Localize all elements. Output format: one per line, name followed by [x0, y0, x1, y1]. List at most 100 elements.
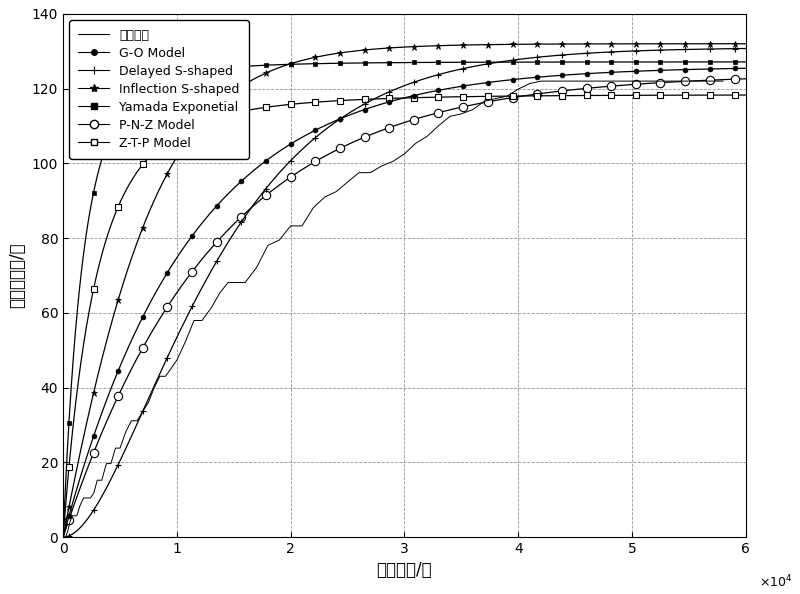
Inflection S-shaped — [162, 170, 172, 177]
G-O Model — [64, 513, 74, 520]
P-N-Z Model — [360, 134, 370, 141]
Yamada Exponetial — [582, 58, 591, 65]
Delayed S-shaped — [680, 46, 690, 53]
实际数据 — [536, 78, 546, 85]
Delayed S-shaped — [705, 46, 714, 53]
Yamada Exponetial — [434, 59, 443, 66]
Delayed S-shaped — [237, 218, 246, 225]
Z-T-P Model — [656, 91, 666, 99]
Z-T-P Model — [261, 104, 270, 111]
P-N-Z Model — [557, 87, 566, 94]
Inflection S-shaped — [458, 42, 468, 49]
Yamada Exponetial — [286, 61, 295, 68]
Z-T-P Model — [557, 92, 566, 99]
Yamada Exponetial — [385, 59, 394, 67]
Yamada Exponetial — [532, 58, 542, 65]
Line: G-O Model: G-O Model — [66, 66, 737, 519]
Y-axis label: 累积失效数/个: 累积失效数/个 — [8, 242, 26, 308]
Z-T-P Model — [458, 93, 468, 100]
P-N-Z Model — [114, 393, 123, 400]
Delayed S-shaped — [64, 532, 74, 539]
P-N-Z Model — [582, 85, 591, 92]
Z-T-P Model — [187, 123, 197, 130]
P-N-Z Model — [385, 124, 394, 131]
Z-T-P Model — [310, 99, 320, 106]
Inflection S-shaped — [114, 296, 123, 304]
G-O Model — [261, 157, 270, 165]
Z-T-P Model — [335, 97, 345, 104]
实际数据 — [468, 106, 478, 113]
P-N-Z Model — [237, 213, 246, 220]
P-N-Z Model — [458, 103, 468, 110]
G-O Model — [212, 202, 222, 209]
G-O Model — [360, 106, 370, 113]
P-N-Z Model — [606, 83, 616, 90]
G-O Model — [138, 314, 147, 321]
Inflection S-shaped — [434, 42, 443, 49]
P-N-Z Model — [730, 75, 739, 83]
Yamada Exponetial — [458, 59, 468, 66]
P-N-Z Model — [705, 77, 714, 84]
Delayed S-shaped — [310, 134, 320, 141]
P-N-Z Model — [187, 268, 197, 275]
Yamada Exponetial — [237, 63, 246, 70]
Line: P-N-Z Model: P-N-Z Model — [65, 75, 738, 524]
实际数据 — [161, 372, 170, 380]
Inflection S-shaped — [705, 40, 714, 48]
Delayed S-shaped — [483, 60, 493, 67]
Yamada Exponetial — [162, 75, 172, 82]
Z-T-P Model — [434, 94, 443, 101]
Inflection S-shaped — [89, 390, 98, 397]
Inflection S-shaped — [360, 46, 370, 53]
Delayed S-shaped — [286, 157, 295, 165]
实际数据 — [718, 78, 728, 85]
G-O Model — [434, 87, 443, 94]
P-N-Z Model — [335, 145, 345, 152]
Delayed S-shaped — [335, 115, 345, 122]
Text: $\times10^4$: $\times10^4$ — [759, 574, 793, 590]
Yamada Exponetial — [187, 69, 197, 76]
Z-T-P Model — [89, 286, 98, 293]
Inflection S-shaped — [483, 41, 493, 48]
Inflection S-shaped — [335, 49, 345, 56]
Yamada Exponetial — [114, 116, 123, 123]
G-O Model — [458, 83, 468, 90]
Delayed S-shaped — [730, 45, 739, 52]
P-N-Z Model — [64, 516, 74, 523]
Inflection S-shaped — [508, 41, 518, 48]
实际数据 — [223, 279, 233, 286]
Inflection S-shaped — [631, 40, 641, 48]
G-O Model — [162, 269, 172, 276]
Inflection S-shaped — [237, 83, 246, 90]
实际数据 — [70, 512, 79, 519]
Line: Yamada Exponetial: Yamada Exponetial — [67, 60, 737, 425]
Z-T-P Model — [162, 137, 172, 144]
Delayed S-shaped — [89, 507, 98, 514]
Inflection S-shaped — [64, 504, 74, 511]
Delayed S-shaped — [656, 46, 666, 53]
Delayed S-shaped — [631, 48, 641, 55]
Z-T-P Model — [409, 94, 418, 101]
Delayed S-shaped — [138, 408, 147, 415]
P-N-Z Model — [532, 90, 542, 97]
G-O Model — [483, 79, 493, 86]
P-N-Z Model — [434, 109, 443, 116]
P-N-Z Model — [212, 238, 222, 245]
G-O Model — [656, 67, 666, 74]
Line: Delayed S-shaped: Delayed S-shaped — [66, 45, 738, 539]
Yamada Exponetial — [138, 88, 147, 95]
P-N-Z Model — [162, 304, 172, 311]
Line: Inflection S-shaped: Inflection S-shaped — [66, 40, 738, 511]
G-O Model — [237, 178, 246, 185]
P-N-Z Model — [286, 173, 295, 181]
Z-T-P Model — [532, 92, 542, 99]
Yamada Exponetial — [335, 59, 345, 67]
Yamada Exponetial — [409, 59, 418, 66]
Legend: 实际数据, G-O Model, Delayed S-shaped, Inflection S-shaped, Yamada Exponetial, P-N-Z: 实际数据, G-O Model, Delayed S-shaped, Infle… — [70, 20, 249, 159]
G-O Model — [187, 232, 197, 239]
G-O Model — [508, 76, 518, 83]
Yamada Exponetial — [483, 59, 493, 66]
Delayed S-shaped — [360, 100, 370, 108]
Inflection S-shaped — [385, 45, 394, 52]
Z-T-P Model — [385, 95, 394, 102]
